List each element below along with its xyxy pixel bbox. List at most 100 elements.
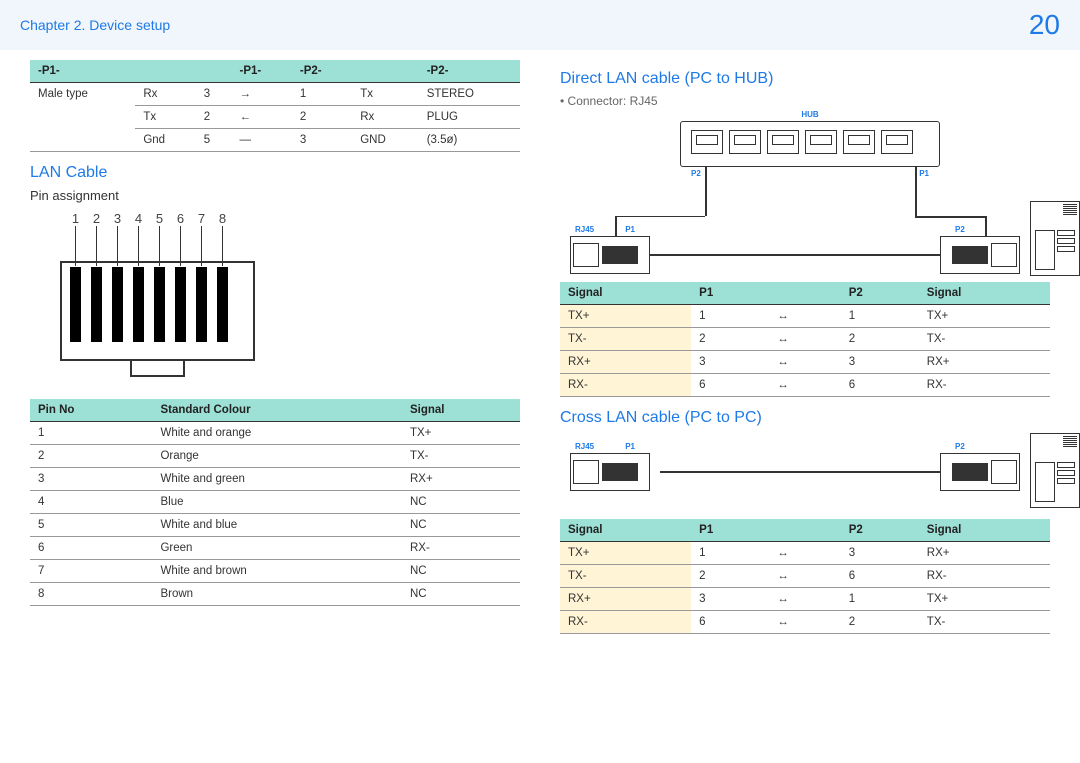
table-cell: 3 — [841, 542, 919, 565]
table-cell: ← — [232, 106, 292, 129]
table-row: 2OrangeTX- — [30, 445, 520, 468]
rj45-pin — [133, 267, 144, 342]
table-cell: ↔ — [769, 565, 840, 588]
table-cell: GND — [352, 129, 418, 152]
table-cell: (3.5ø) — [419, 129, 520, 152]
table-cell: 6 — [841, 565, 919, 588]
table-cell: 3 — [196, 83, 232, 106]
rj45-left-icon: RJ45 P1 — [570, 236, 650, 274]
table-row: 6GreenRX- — [30, 537, 520, 560]
table-cell: 6 — [691, 611, 769, 634]
rj45-right-cross-icon: P2 — [940, 453, 1020, 491]
table-cell: 2 — [691, 328, 769, 351]
table-cell: RX- — [919, 565, 1050, 588]
table-cell: 1 — [691, 305, 769, 328]
pc-icon — [1030, 201, 1080, 276]
table-header — [769, 519, 840, 542]
table-cell: 3 — [292, 129, 352, 152]
table-header: P1 — [691, 282, 769, 305]
table-cell: 6 — [841, 374, 919, 397]
table-cell: Blue — [152, 491, 402, 514]
table-cell: → — [232, 83, 292, 106]
table-cell: 1 — [841, 588, 919, 611]
table-cell: Green — [152, 537, 402, 560]
table-cell: TX- — [919, 611, 1050, 634]
cross-lan-title: Cross LAN cable (PC to PC) — [560, 409, 1050, 427]
table-cell: RX+ — [560, 588, 691, 611]
rj45-clip — [130, 361, 185, 377]
table-header: Standard Colour — [152, 399, 402, 422]
table-header: Signal — [560, 282, 691, 305]
table-cell: 2 — [691, 565, 769, 588]
table-cell: TX+ — [560, 542, 691, 565]
rj45-left-cross-icon: RJ45 P1 — [570, 453, 650, 491]
table-header — [769, 282, 840, 305]
table-cell: White and blue — [152, 514, 402, 537]
table-row: RX+3↔1TX+ — [560, 588, 1050, 611]
table-cell: NC — [402, 560, 520, 583]
table-cell: White and green — [152, 468, 402, 491]
table-cell: 2 — [30, 445, 152, 468]
table-cell: Brown — [152, 583, 402, 606]
table-row: TX-2↔6RX- — [560, 565, 1050, 588]
lan-cable-title: LAN Cable — [30, 164, 520, 182]
hub-ports — [691, 130, 913, 154]
table-header: Signal — [919, 519, 1050, 542]
table-cell: ↔ — [769, 305, 840, 328]
table-cell: TX- — [402, 445, 520, 468]
cross-cable-line — [660, 471, 940, 473]
table-cell: 2 — [841, 328, 919, 351]
pin-number: 5 — [154, 211, 165, 226]
table-row: 1White and orangeTX+ — [30, 422, 520, 445]
table-cell: Tx — [135, 106, 195, 129]
table-cell: 5 — [30, 514, 152, 537]
pin-number: 6 — [175, 211, 186, 226]
table-cell: ↔ — [769, 611, 840, 634]
table-row: TX-2↔2TX- — [560, 328, 1050, 351]
table-header — [135, 60, 195, 83]
table-cell: RX+ — [919, 351, 1050, 374]
table-cell: TX+ — [919, 305, 1050, 328]
table-header — [352, 60, 418, 83]
rj45-pin — [217, 267, 228, 342]
direct-lan-table: SignalP1P2Signal TX+1↔1TX+TX-2↔2TX-RX+3↔… — [560, 282, 1050, 397]
table-header: P2 — [841, 519, 919, 542]
cross-lan-table: SignalP1P2Signal TX+1↔3RX+TX-2↔6RX-RX+3↔… — [560, 519, 1050, 634]
left-column: -P1--P1--P2--P2- Male typeRx3→1TxSTEREOT… — [30, 60, 520, 646]
table-row: 5White and blueNC — [30, 514, 520, 537]
rj45-right-icon: P2 — [940, 236, 1020, 274]
table-cell: — — [232, 129, 292, 152]
table-cell: White and brown — [152, 560, 402, 583]
direct-lan-title: Direct LAN cable (PC to HUB) — [560, 70, 1050, 88]
table-header: -P1- — [232, 60, 292, 83]
table-cell: 3 — [691, 588, 769, 611]
table-header — [196, 60, 232, 83]
table-cell: 7 — [30, 560, 152, 583]
table-header: -P1- — [30, 60, 135, 83]
table-cell: NC — [402, 491, 520, 514]
table-cell: ↔ — [769, 374, 840, 397]
table-row: 3White and greenRX+ — [30, 468, 520, 491]
page-header: Chapter 2. Device setup 20 — [0, 0, 1080, 50]
table-cell: TX- — [560, 328, 691, 351]
table-cell: RX+ — [402, 468, 520, 491]
pc-cross-icon — [1030, 433, 1080, 508]
table-cell: PLUG — [419, 106, 520, 129]
connector-rj45: Connector: RJ45 — [560, 94, 1050, 108]
table-row: 4BlueNC — [30, 491, 520, 514]
table-cell: 3 — [691, 351, 769, 374]
table-cell: 2 — [841, 611, 919, 634]
table-header: -P2- — [292, 60, 352, 83]
rj45-pin — [175, 267, 186, 342]
table-row: 8BrownNC — [30, 583, 520, 606]
table-cell: NC — [402, 583, 520, 606]
table-cell: White and orange — [152, 422, 402, 445]
pin-assignment-title: Pin assignment — [30, 188, 520, 203]
table-row: Male typeRx3→1TxSTEREO — [30, 83, 520, 106]
pin-number: 1 — [70, 211, 81, 226]
table-cell: NC — [402, 514, 520, 537]
rj45-pin — [196, 267, 207, 342]
table-row: RX-6↔6RX- — [560, 374, 1050, 397]
pin-number: 4 — [133, 211, 144, 226]
table-header: Pin No — [30, 399, 152, 422]
